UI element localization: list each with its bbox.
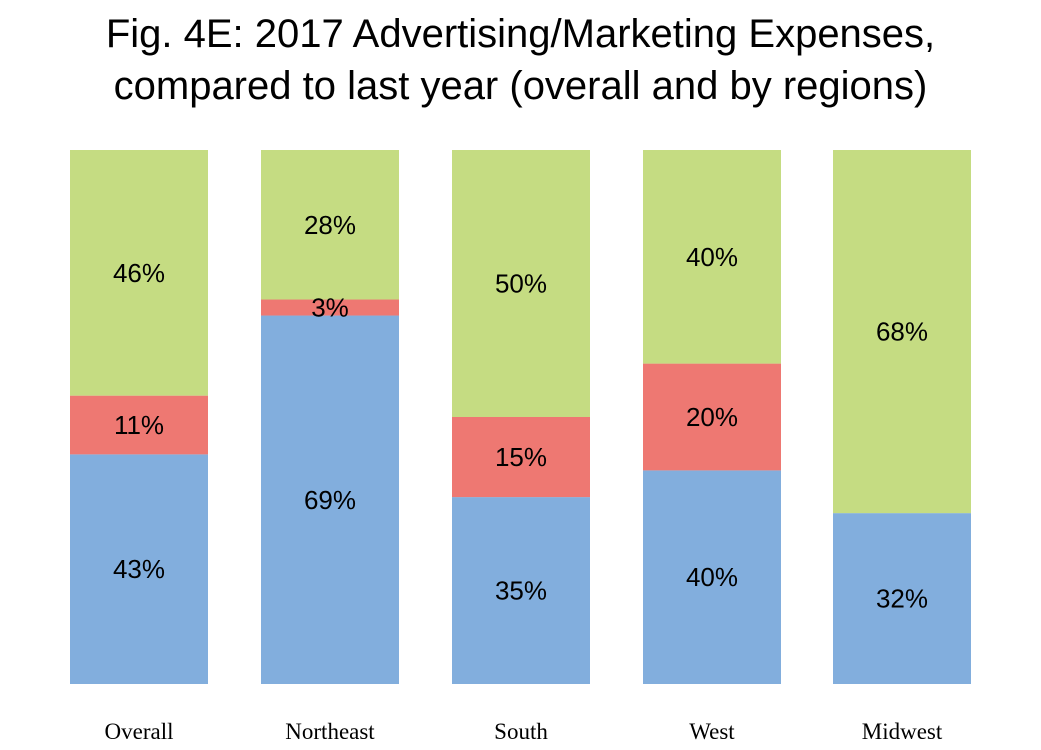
data-label-west-1: 40% [686,562,738,592]
bar-segment-south-2 [452,417,590,498]
category-labels-group: Overall Northeast South West Midwest [105,719,943,744]
bar-segment-northeast-2 [261,299,399,316]
chart-title: Fig. 4E: 2017 Advertising/Marketing Expe… [0,8,1041,112]
category-label-northeast: Northeast [285,719,375,744]
data-label-overall-3: 46% [113,258,165,288]
data-label-northeast-2: 3% [311,293,349,323]
data-label-overall-2: 11% [114,410,164,440]
bars-group [70,150,971,684]
chart-title-line-1: Fig. 4E: 2017 Advertising/Marketing Expe… [105,12,936,56]
data-label-northeast-3: 28% [304,210,356,240]
data-label-south-2: 15% [495,442,547,472]
bar-segment-overall-1 [70,454,208,684]
bar-segment-south-3 [452,150,590,417]
data-label-west-2: 20% [686,402,738,432]
data-label-overall-1: 43% [113,554,165,584]
bar-segment-northeast-3 [261,150,399,300]
data-label-west-3: 40% [686,242,738,272]
bar-segment-overall-2 [70,395,208,455]
data-label-midwest-1: 32% [876,584,928,614]
category-label-south: South [494,719,548,744]
chart-title-line-2: compared to last year (overall and by re… [113,64,928,108]
bar-segment-west-1 [643,470,781,684]
bar-segment-west-2 [643,363,781,471]
bar-segment-midwest-1 [833,513,971,684]
category-label-west: West [689,719,735,744]
data-label-south-1: 35% [495,576,547,606]
bar-segment-northeast-1 [261,315,399,684]
bar-segment-midwest-3 [833,150,971,514]
data-label-midwest-3: 68% [876,317,928,347]
data-label-northeast-1: 69% [304,485,356,515]
category-label-overall: Overall [105,719,174,744]
category-label-midwest: Midwest [862,719,943,744]
bar-segment-overall-3 [70,150,208,396]
bar-segment-west-3 [643,150,781,364]
segment-labels-group: 43% 11% 46% 69% 3% 28% 35% 15% 50% 40% 20% 40% 32% 68… [113,210,928,614]
bar-segment-south-1 [452,497,590,684]
data-label-south-3: 50% [495,269,547,299]
